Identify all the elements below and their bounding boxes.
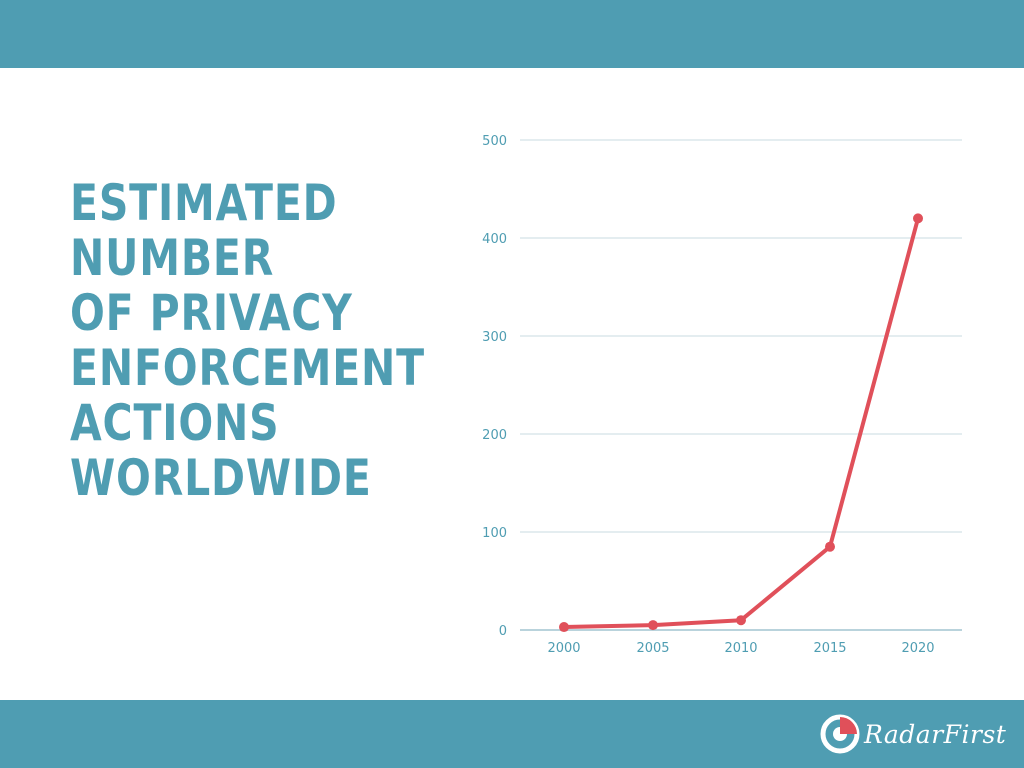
title-line-2: NUMBER [70, 229, 275, 287]
y-tick-label: 0 [499, 624, 507, 639]
chart-title-block: ESTIMATED NUMBER OF PRIVACY ENFORCEMENT … [70, 174, 425, 507]
y-tick-label: 300 [482, 330, 507, 345]
data-point [648, 620, 658, 631]
x-tick-label: 2000 [547, 641, 580, 656]
y-tick-label: 500 [482, 134, 507, 149]
top-banner [0, 0, 1024, 68]
data-point [559, 622, 569, 633]
y-tick-label: 400 [482, 232, 507, 247]
radar-logo-icon [820, 714, 860, 754]
x-tick-label: 2005 [636, 641, 669, 656]
title-line-1: ESTIMATED [70, 174, 338, 232]
radarfirst-logo: RadarFirst [820, 712, 1006, 756]
x-tick-label: 2015 [813, 641, 846, 656]
logo-text: RadarFirst [864, 719, 1007, 749]
title-line-6: WORLDWIDE [70, 449, 372, 507]
title-line-4: ENFORCEMENT [70, 339, 425, 397]
series-line [562, 216, 920, 630]
title-line-3: OF PRIVACY [70, 284, 353, 342]
title-line-5: ACTIONS [70, 394, 280, 452]
data-point [913, 213, 923, 224]
x-tick-label: 2020 [901, 641, 934, 656]
x-tick-label: 2010 [724, 641, 757, 656]
data-point [736, 615, 746, 626]
y-tick-label: 200 [482, 428, 507, 443]
data-point [825, 541, 835, 552]
y-tick-label: 100 [482, 526, 507, 541]
